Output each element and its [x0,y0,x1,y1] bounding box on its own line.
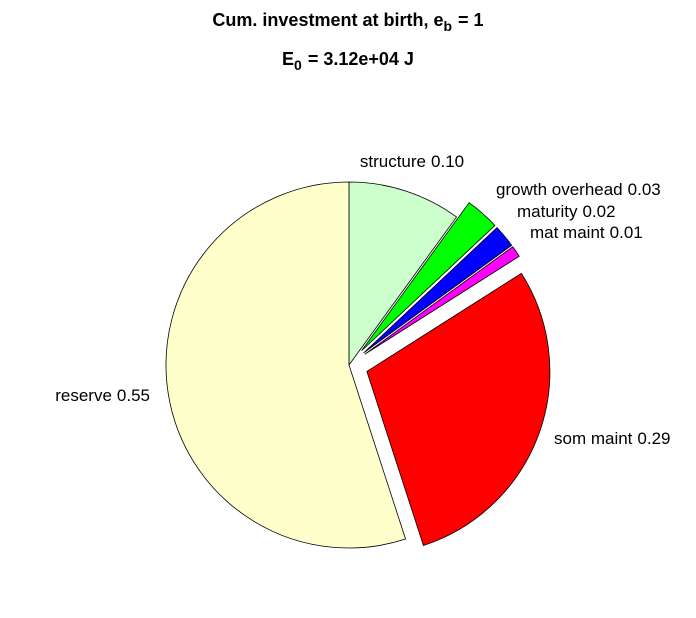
slice-label: structure 0.10 [360,152,464,171]
slice-value: 0.10 [431,152,464,171]
slice-name: structure [360,152,426,171]
slice-name: growth overhead [496,180,623,199]
subtitle-subscript: 0 [294,57,302,73]
slice-name: reserve [55,386,112,405]
slice-name: maturity [517,202,578,221]
title-text: Cum. investment at birth, e [212,10,443,30]
slice-label: reserve 0.55 [55,386,150,405]
title-rest: = 1 [458,10,484,30]
slice-name: mat maint [530,223,605,242]
slice-label: maturity 0.02 [517,202,616,221]
pie-slice [363,227,513,354]
subtitle-rest: = 3.12e+04 J [308,49,414,69]
pie-slice [361,202,496,352]
slice-name: som maint [554,429,633,448]
slice-value: 0.02 [582,202,615,221]
pie-slice [348,181,458,367]
slice-value: 0.03 [628,180,661,199]
slice-value: 0.55 [117,386,150,405]
pie-slice [366,272,551,546]
slice-label: som maint 0.29 [554,429,671,448]
pie-slice [165,181,407,549]
slice-label: mat maint 0.01 [530,223,643,242]
pie-slice [364,246,520,355]
slice-label: growth overhead 0.03 [496,180,661,199]
chart-subtitle: E0 = 3.12e+04 J [282,49,414,73]
chart-title: Cum. investment at birth, eb = 1 [212,10,483,34]
subtitle-text: E [282,49,294,69]
slice-value: 0.29 [637,429,670,448]
slice-value: 0.01 [610,223,643,242]
title-subscript: b [443,18,452,34]
